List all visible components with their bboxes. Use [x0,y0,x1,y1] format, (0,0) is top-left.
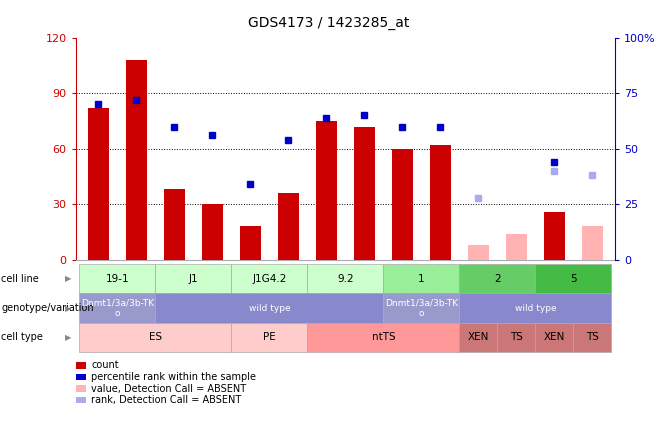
Bar [88,108,109,260]
Text: ▶: ▶ [64,304,71,313]
Bar [126,60,147,260]
Text: cell line: cell line [1,274,39,284]
Bar [164,190,185,260]
Text: GDS4173 / 1423285_at: GDS4173 / 1423285_at [248,16,410,30]
Bar [544,212,565,260]
Text: ntTS: ntTS [372,333,395,342]
Text: 1: 1 [418,274,425,284]
Bar [506,234,527,260]
Text: J1: J1 [189,274,198,284]
Text: ▶: ▶ [64,274,71,283]
Text: rank, Detection Call = ABSENT: rank, Detection Call = ABSENT [91,395,241,405]
Bar [316,121,337,260]
Text: 5: 5 [570,274,577,284]
Text: Dnmt1/3a/3b-TK
o: Dnmt1/3a/3b-TK o [385,298,458,318]
Text: 19-1: 19-1 [106,274,129,284]
Text: 9.2: 9.2 [337,274,354,284]
Bar [468,245,489,260]
Bar [392,149,413,260]
Text: count: count [91,361,119,370]
Text: XEN: XEN [468,333,489,342]
Text: value, Detection Call = ABSENT: value, Detection Call = ABSENT [91,384,247,393]
Text: PE: PE [263,333,276,342]
Bar [430,145,451,260]
Bar [240,226,261,260]
Text: cell type: cell type [1,333,43,342]
Bar [278,193,299,260]
Text: 2: 2 [494,274,501,284]
Text: TS: TS [586,333,599,342]
Bar [354,127,375,260]
Text: genotype/variation: genotype/variation [1,303,94,313]
Text: ▶: ▶ [64,333,71,342]
Text: Dnmt1/3a/3b-TK
o: Dnmt1/3a/3b-TK o [81,298,154,318]
Text: XEN: XEN [544,333,565,342]
Text: wild type: wild type [249,304,290,313]
Text: J1G4.2: J1G4.2 [252,274,287,284]
Text: wild type: wild type [515,304,556,313]
Bar [202,204,223,260]
Text: TS: TS [510,333,523,342]
Bar [582,226,603,260]
Text: ES: ES [149,333,162,342]
Text: percentile rank within the sample: percentile rank within the sample [91,372,257,382]
